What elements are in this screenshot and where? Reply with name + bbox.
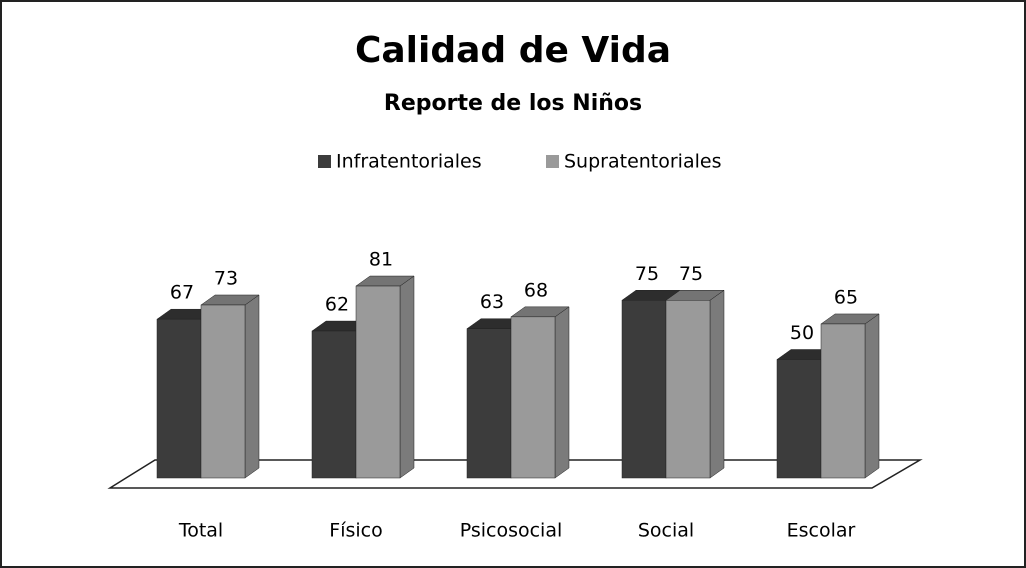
data-label: 65 <box>834 286 858 308</box>
bar <box>820 323 866 479</box>
bar-side <box>244 294 260 479</box>
bar <box>776 359 822 479</box>
data-label: 81 <box>369 249 393 271</box>
bar <box>200 304 246 479</box>
bar <box>355 285 401 479</box>
legend-swatch <box>546 155 559 168</box>
chart-title: Calidad de Vida <box>355 30 671 71</box>
legend-label: Supratentoriales <box>564 151 721 173</box>
legend-swatch <box>318 155 331 168</box>
bar <box>311 330 357 479</box>
data-label: 73 <box>214 267 238 289</box>
x-tick-label: Psicosocial <box>460 520 563 542</box>
bar-side <box>399 275 415 479</box>
chart-subtitle: Reporte de los Niños <box>384 91 642 116</box>
x-tick-label: Social <box>638 520 694 542</box>
bar <box>621 300 667 479</box>
data-label: 50 <box>790 322 814 344</box>
bar-side <box>864 313 880 479</box>
x-tick-label: Físico <box>329 520 382 542</box>
bar <box>510 316 556 479</box>
data-label: 62 <box>325 294 349 316</box>
data-label: 68 <box>524 279 548 301</box>
data-label: 63 <box>480 291 504 313</box>
legend-label: Infratentoriales <box>336 151 482 173</box>
bar-side <box>709 289 725 479</box>
x-tick-label: Escolar <box>787 520 856 542</box>
x-tick-label: Total <box>178 520 223 542</box>
bar-side <box>554 306 570 479</box>
data-label: 75 <box>635 263 659 285</box>
data-label: 67 <box>170 282 194 304</box>
bar <box>466 328 512 479</box>
data-label: 75 <box>679 263 703 285</box>
bar <box>665 300 711 479</box>
bar <box>156 318 202 479</box>
